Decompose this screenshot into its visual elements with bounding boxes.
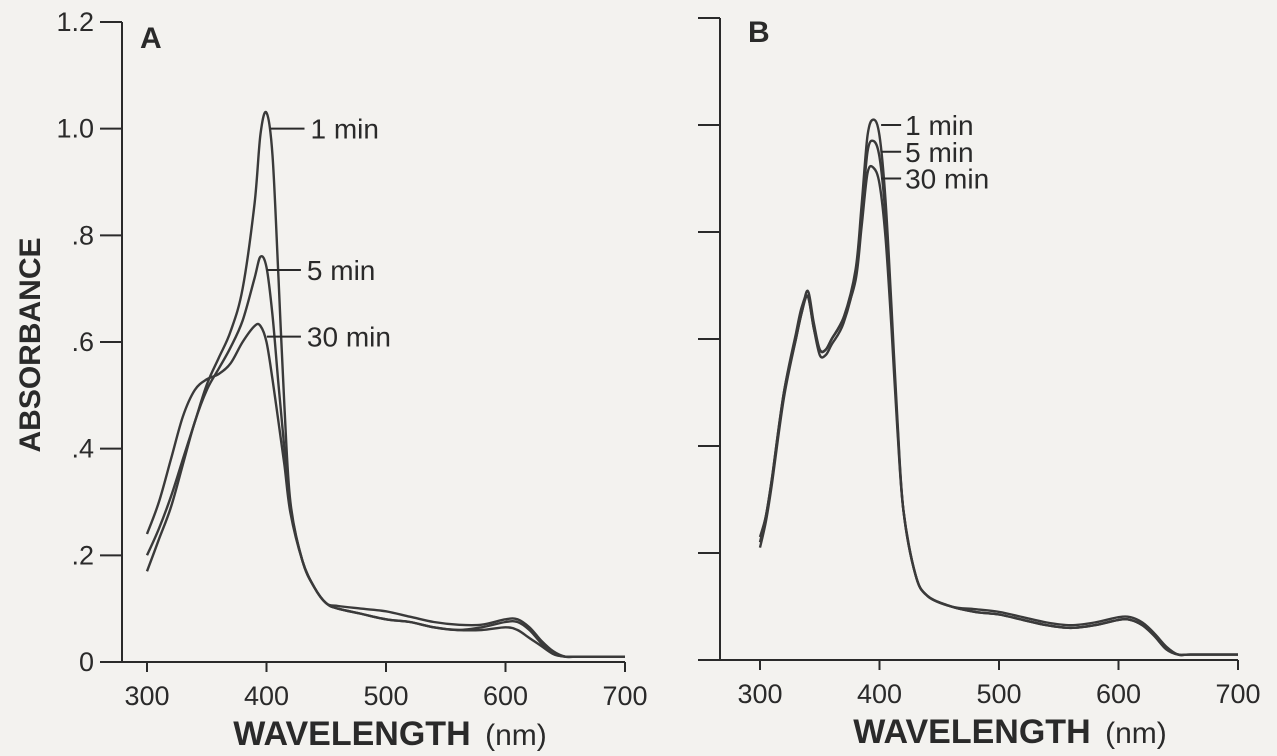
panel-a-y-tick-label: .2 — [71, 540, 94, 570]
panel-a-xlabel: WAVELENGTH — [233, 715, 470, 753]
panel-a-y-tick-label: 1.0 — [56, 114, 94, 144]
panel-a-x-axis-title: WAVELENGTH (nm) — [233, 715, 546, 753]
panel-b-label: B — [748, 16, 770, 49]
panel-b-x-tick-label: 300 — [737, 679, 782, 709]
panel-b-series-30-min — [758, 164, 1238, 657]
panel-a-x-tick-label: 300 — [124, 681, 169, 711]
panel-a-annotation-label: 5 min — [307, 255, 375, 286]
panel-a-y-tick-label: .8 — [71, 220, 94, 250]
panel-b-x-tick-label: 500 — [976, 679, 1021, 709]
panel-b-xlabel: WAVELENGTH — [853, 713, 1090, 751]
panel-a-series-5-min — [145, 255, 625, 659]
panel-a-x-tick-label: 400 — [244, 681, 289, 711]
panel-b-x-tick-label: 600 — [1096, 679, 1141, 709]
panel-a-x-tick-label: 600 — [483, 681, 528, 711]
panel-a-annotation-label: 1 min — [311, 114, 379, 145]
panel-b-axes: 300 400 500 600 700 — [698, 17, 1261, 709]
panel-b-annotation-label: 1 min — [905, 110, 973, 141]
panel-a-axes: 0 .2 .4 .6 .8 1.0 1.2 300 400 500 600 700 — [56, 7, 647, 711]
panel-b-xlabel-unit: (nm) — [1105, 717, 1167, 750]
y-axis-title: ABSORBANCE — [14, 237, 47, 452]
panel-b-x-tick-label: 400 — [857, 679, 902, 709]
panel-a-annotation-label: 30 min — [307, 322, 391, 353]
panel-a-y-tick-label: .6 — [71, 327, 94, 357]
panel-a-y-tick-label: .4 — [71, 434, 94, 464]
panel-a-curves — [145, 110, 625, 659]
panel-a-x-tick-label: 500 — [363, 681, 408, 711]
panel-a-series-1-min — [145, 110, 625, 659]
panel-b-series-5-min — [758, 139, 1238, 657]
panel-b-annotation-label: 5 min — [905, 137, 973, 168]
panel-a-series-30-min — [145, 322, 625, 659]
panel-a-annotations: 1 min 5 min 30 min — [266, 114, 391, 353]
panel-b-annotation-label: 30 min — [905, 164, 989, 195]
panel-a-y-tick-label: 1.2 — [56, 7, 94, 37]
panel-b-x-axis-title: WAVELENGTH (nm) — [853, 713, 1166, 751]
panel-a: A 0 .2 .4 .6 .8 1.0 1.2 300 400 500 600 700 1 min 5 … — [56, 7, 647, 753]
panel-a-x-tick-label: 700 — [602, 681, 647, 711]
panel-b-x-tick-label: 700 — [1215, 679, 1260, 709]
panel-a-label: A — [140, 22, 162, 55]
panel-a-y-tick-label: 0 — [79, 647, 94, 677]
panel-a-xlabel-unit: (nm) — [485, 719, 547, 752]
panel-b-series-1-min — [758, 118, 1238, 657]
panel-b-curves — [758, 118, 1238, 657]
